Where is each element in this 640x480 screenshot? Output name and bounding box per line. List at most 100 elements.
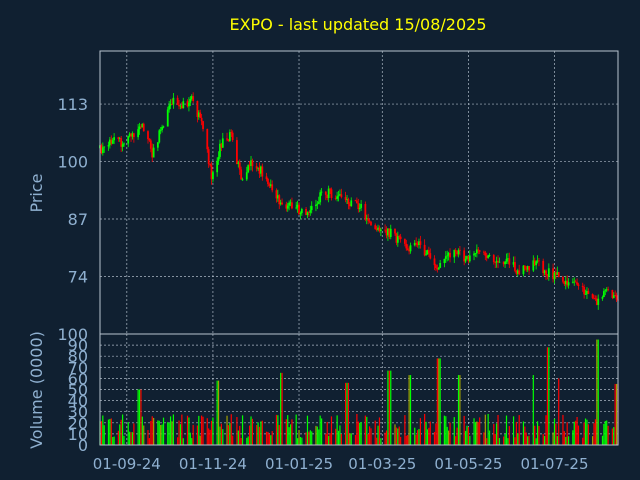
volume-bar: [548, 347, 550, 445]
candle-body: [367, 218, 370, 221]
candle-body: [315, 204, 317, 207]
candle-body: [166, 109, 169, 127]
candle-body: [614, 295, 617, 296]
volume-tick-label: 10: [68, 425, 88, 444]
volume-tick-label: 30: [68, 403, 88, 422]
candle-body: [446, 255, 449, 257]
candle-body: [288, 202, 291, 206]
volume-bar: [295, 414, 297, 445]
volume-bar: [289, 424, 292, 445]
volume-bar: [168, 422, 170, 445]
volume-bar: [311, 431, 313, 445]
volume-bar: [301, 437, 303, 445]
candle-body: [406, 248, 409, 251]
candle-body: [100, 145, 103, 154]
x-tick-label: 01-09-24: [93, 455, 161, 473]
volume-bar: [405, 435, 407, 445]
candle-body: [156, 142, 159, 148]
volume-bar: [359, 422, 361, 445]
candle-body: [161, 126, 164, 130]
candle-body: [237, 162, 240, 164]
candle-body: [571, 281, 574, 283]
candle-body: [357, 203, 360, 210]
volume-bar: [522, 421, 525, 445]
candle-body: [494, 261, 497, 263]
candle-body: [230, 132, 233, 133]
volume-bar: [100, 421, 103, 445]
volume-bar: [151, 416, 153, 445]
candle-body: [553, 272, 556, 280]
volume-bar: [320, 418, 323, 445]
volume-bar: [120, 419, 122, 445]
volume-bar: [479, 417, 481, 445]
volume-bar: [593, 423, 595, 445]
candle-body: [557, 272, 560, 278]
volume-bar: [256, 425, 258, 445]
candle-body: [309, 210, 312, 213]
candle-body: [334, 197, 337, 199]
candle-body: [464, 258, 467, 262]
candle-body: [330, 189, 333, 198]
volume-bar: [275, 414, 278, 445]
volume-bar: [484, 414, 486, 445]
volume-bar: [573, 421, 575, 445]
volume-bar: [443, 415, 445, 445]
volume-bar: [497, 414, 499, 445]
candle-body: [190, 96, 193, 99]
volume-bar: [613, 427, 615, 445]
candle-body: [329, 188, 331, 190]
volume-bar: [565, 436, 567, 445]
volume-bar: [366, 416, 368, 445]
candle-body: [488, 255, 491, 256]
candle-body: [228, 132, 231, 141]
volume-bar: [404, 415, 406, 445]
volume-bar: [240, 437, 242, 445]
candle-body: [538, 260, 540, 262]
volume-bar: [534, 425, 536, 445]
candle-body: [307, 212, 310, 214]
volume-bar: [425, 421, 427, 445]
price-tick-label: 87: [68, 210, 88, 229]
volume-bar: [377, 425, 379, 445]
candle-body: [419, 241, 422, 245]
candle-body: [299, 213, 302, 215]
volume-bar: [328, 435, 330, 445]
candle-body: [487, 255, 490, 258]
candle-body: [396, 236, 399, 243]
volume-bar: [464, 430, 467, 445]
volume-bar: [206, 418, 208, 445]
candle-body: [212, 172, 214, 180]
volume-bar: [597, 339, 599, 445]
candle-body: [423, 244, 426, 256]
candle-body: [439, 263, 442, 268]
volume-bar: [611, 428, 613, 445]
candle-body: [295, 207, 298, 209]
candle-body: [567, 282, 570, 286]
volume-bar: [356, 413, 358, 445]
candle-body: [186, 101, 189, 107]
candle-body: [518, 270, 521, 275]
volume-bar: [344, 382, 347, 445]
x-tick-label: 01-07-25: [520, 455, 588, 473]
volume-bar: [258, 426, 261, 445]
volume-bar: [453, 417, 455, 445]
candle-body: [128, 133, 131, 137]
candle-body: [347, 199, 350, 205]
candle-body: [583, 287, 586, 295]
candle-body: [149, 140, 152, 149]
candle-body: [169, 103, 172, 106]
volume-bar: [473, 418, 475, 445]
candle-body: [416, 243, 419, 246]
candle-body: [427, 250, 430, 254]
volume-bar: [418, 428, 420, 445]
candle-body: [206, 128, 209, 150]
volume-bar: [268, 433, 270, 445]
volume-bar: [160, 424, 162, 445]
volume-bar: [179, 424, 182, 445]
volume-bar: [476, 421, 478, 445]
volume-bar: [395, 427, 398, 445]
candle-body: [118, 138, 121, 140]
volume-bar: [397, 428, 399, 445]
volume-bar: [270, 435, 272, 445]
candle-body: [492, 255, 495, 262]
